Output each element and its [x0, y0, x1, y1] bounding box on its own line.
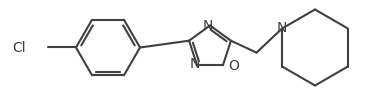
Text: N: N: [190, 57, 200, 71]
Text: Cl: Cl: [12, 40, 26, 55]
Text: N: N: [277, 21, 287, 34]
Text: O: O: [228, 59, 239, 73]
Text: N: N: [203, 19, 213, 34]
